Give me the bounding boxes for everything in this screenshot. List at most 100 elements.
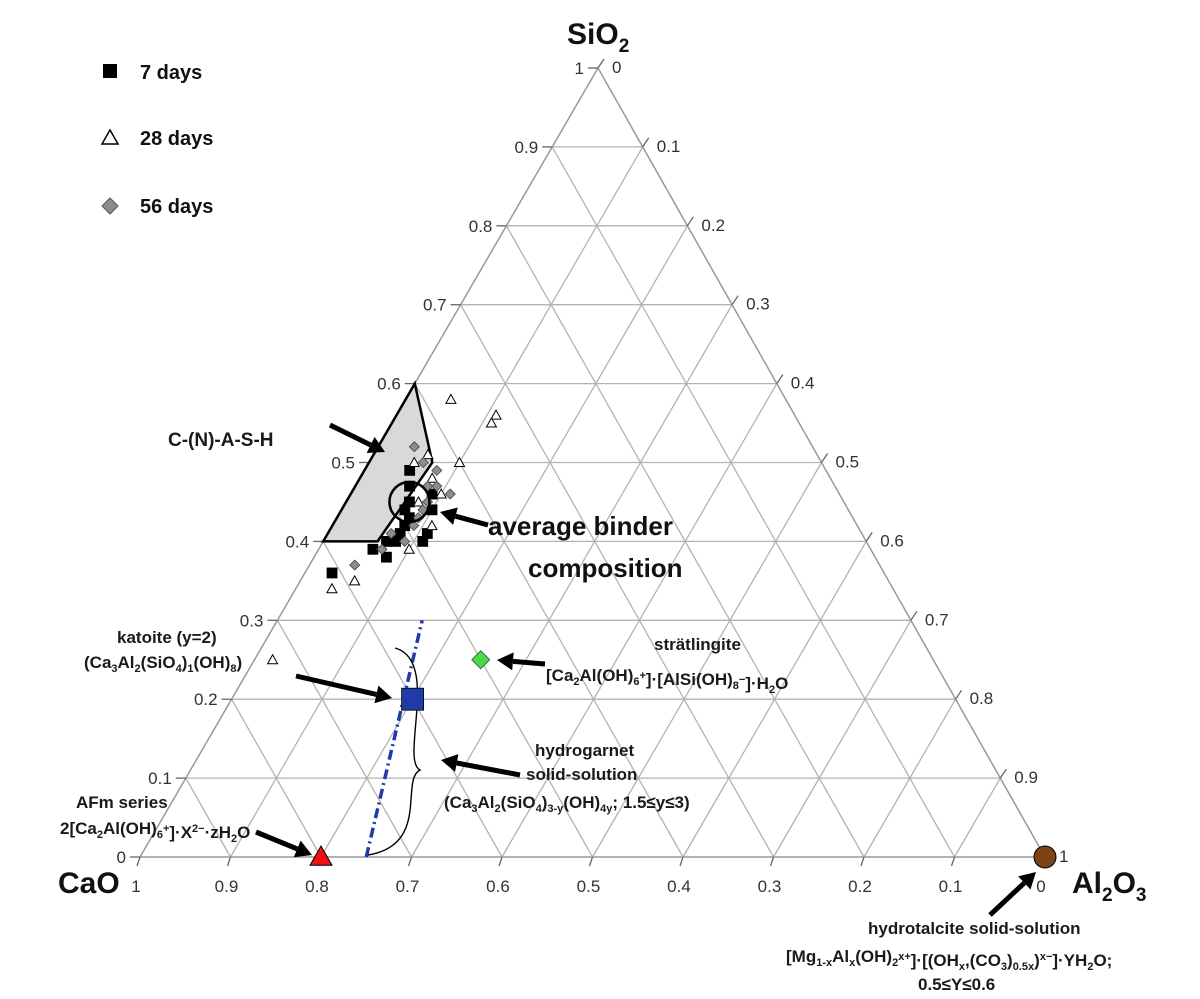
tick-mark-right <box>955 689 963 700</box>
tick-label-right: 0.6 <box>880 531 904 550</box>
tick-label-bottom: 1 <box>131 877 140 896</box>
tick-label-right: 0.3 <box>746 295 770 314</box>
vertex-label-sio2: SiO2 <box>567 18 629 57</box>
arrow-afm-head <box>293 840 312 858</box>
phase-marker-afm <box>309 844 333 866</box>
annotation-hydrogarnet-line1: hydrogarnet <box>535 741 635 760</box>
region-cnash <box>321 380 434 543</box>
series-56-days-point <box>417 456 429 469</box>
arrow-hydrotalcite-shaft <box>988 881 1027 917</box>
tick-label-left: 0.1 <box>148 769 172 788</box>
tick-mark-bottom <box>860 856 865 867</box>
tick-mark-right <box>686 216 694 227</box>
annotation-cnash: C-(N)-A-S-H <box>168 430 274 451</box>
tick-label-bottom: 0.1 <box>939 877 963 896</box>
tick-label-bottom: 0.7 <box>396 877 420 896</box>
series-7-days-point <box>326 567 338 579</box>
annotation-afm-formula: 2[Ca2Al(OH)6+]·X2−·zH2O <box>60 819 250 845</box>
tick-label-right: 0.8 <box>970 689 994 708</box>
tick-mark-bottom <box>950 856 956 867</box>
tick-label-right: 0.7 <box>925 610 949 629</box>
tick-label-bottom: 0.8 <box>305 877 329 896</box>
series-28-days-point <box>408 456 421 467</box>
series-28-days-point <box>422 448 434 460</box>
arrow-stratlingite-shaft <box>512 658 546 667</box>
tick-labels: 0 1 0 0.1 0.9 0.1 0.2 0.8 0.2 0.3 0.7 0.3 0.4 0.6 0.4 0… <box>117 58 1069 896</box>
legend-label-56-days: 56 days <box>140 196 213 218</box>
annotation-hydrogarnet-formula: (Ca3Al2(SiO4)3-y(OH)4y; 1.5≤y≤3) <box>444 793 690 815</box>
grid-line-al2o3 <box>863 698 957 858</box>
tick-mark-right <box>910 610 918 621</box>
annotation-stratlingite-name: strätlingite <box>654 635 741 654</box>
hydrogarnet-line <box>364 619 424 858</box>
tick-label-right: 0.2 <box>701 216 725 235</box>
tick-label-left: 0.6 <box>377 375 401 394</box>
regions <box>321 380 434 858</box>
phase-marker-katoite <box>401 687 425 711</box>
grid-line-al2o3 <box>229 146 644 858</box>
annotation-afm-name: AFm series <box>76 793 168 812</box>
series-56-days-point <box>444 488 456 500</box>
arrow-katoite <box>295 673 392 704</box>
series-28-days-point <box>453 456 466 467</box>
series-56-days-point <box>408 520 420 532</box>
annotation-katoite-name: katoite (y=2) <box>117 628 217 647</box>
grid-line-cao <box>276 619 413 858</box>
grid-line-cao <box>231 698 322 858</box>
tick-label-left: 0.8 <box>469 217 493 236</box>
annotation-hydrotalcite-formula: [Mg1-xAlx(OH)2x+]·[(OHx,(CO3)0.5x)x−]·YH… <box>786 947 1112 973</box>
series-28-days-point <box>266 653 279 665</box>
tick-label-right: 0.4 <box>791 374 815 393</box>
phase-markers <box>309 650 1057 869</box>
tick-mark-bottom <box>136 856 141 867</box>
series-7-days-point <box>417 536 429 547</box>
tick-label-bottom: 0.2 <box>848 877 872 896</box>
legend-marker-7-days <box>103 64 117 78</box>
series-56-days-point <box>417 504 429 516</box>
series-28-days-point <box>435 488 448 499</box>
arrow-average-binder-shaft <box>454 513 489 528</box>
grid-line-al2o3 <box>953 777 1001 858</box>
tick-label-right: 0 <box>612 58 621 77</box>
series-28-days-point <box>403 543 415 554</box>
grid-line-al2o3 <box>772 619 912 858</box>
tick-mark-right <box>999 768 1007 779</box>
tick-mark-right <box>865 532 873 542</box>
tick-mark-bottom <box>679 856 684 867</box>
annotation-hydrogarnet-line2: solid-solution <box>526 765 637 784</box>
arrow-hydrogarnet <box>441 754 521 778</box>
phase-marker-hydrotalcite <box>1033 845 1057 869</box>
grid-line-al2o3 <box>591 462 823 858</box>
arrow-stratlingite <box>497 652 546 671</box>
tick-mark-bottom <box>226 856 232 867</box>
grid-line-cao <box>551 146 956 858</box>
tick-label-bottom: 0 <box>1036 877 1045 896</box>
tick-mark-bottom <box>407 856 413 867</box>
tick-mark-right <box>731 295 739 306</box>
tick-label-left: 0.3 <box>240 611 264 630</box>
series-56-days-point <box>349 559 361 571</box>
series-56-days-point <box>399 535 411 547</box>
tick-label-left: 0.9 <box>515 138 539 157</box>
vertex-label-cao: CaO <box>58 867 120 900</box>
series-28-days-point <box>326 582 338 594</box>
arrow-katoite-head <box>374 685 392 704</box>
arrow-hydrogarnet-shaft <box>456 760 521 778</box>
arrow-average-binder-head <box>440 507 458 525</box>
annotation-katoite-formula: (Ca3Al2(SiO4)1(OH)8) <box>84 653 242 675</box>
tick-mark-right <box>642 137 650 148</box>
series-56-days-point <box>385 527 397 540</box>
arrow-hydrotalcite-head <box>1018 872 1036 890</box>
tick-mark-right <box>776 374 784 384</box>
data-points <box>266 393 502 665</box>
tick-label-bottom: 0.4 <box>667 877 691 896</box>
annotation-average-binder-line1: average binder <box>488 511 673 541</box>
grid-line-al2o3 <box>682 541 867 858</box>
tick-label-left: 0.2 <box>194 690 218 709</box>
tick-label-bottom: 0.3 <box>758 877 782 896</box>
tick-label-left: 0.7 <box>423 296 447 315</box>
arrow-stratlingite-head <box>497 652 514 671</box>
arrow-cnash-shaft <box>328 422 372 448</box>
arrow-afm-shaft <box>255 829 299 852</box>
